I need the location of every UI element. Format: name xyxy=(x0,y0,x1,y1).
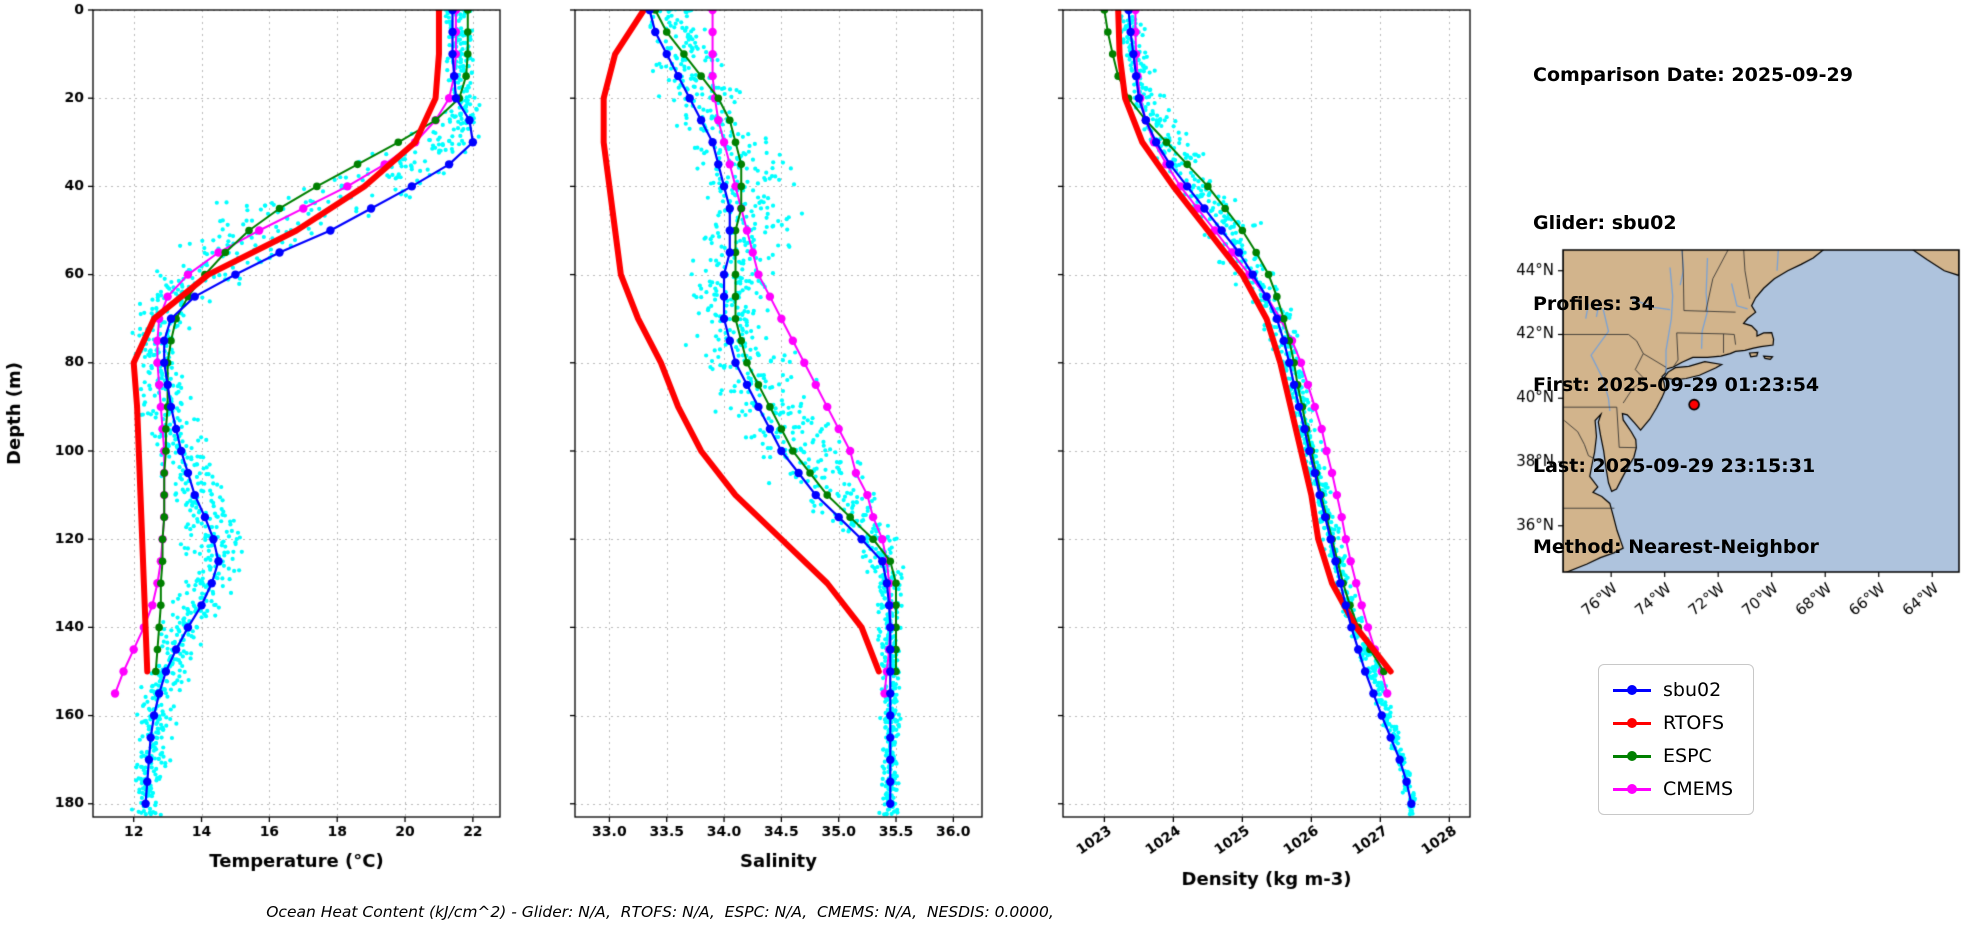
ohc-caption: Ocean Heat Content (kJ/cm^2) - Glider: N… xyxy=(266,903,1054,921)
glider-info-block: Comparison Date: 2025-09-29 Glider: sbu0… xyxy=(1533,8,1853,588)
legend-line-dot-icon xyxy=(1613,684,1651,696)
legend-line-dot-icon xyxy=(1613,750,1651,762)
legend-item-rtofs: RTOFS xyxy=(1613,710,1733,736)
temperature-profile-plot xyxy=(0,0,545,910)
profiles-count-text: Profiles: 34 xyxy=(1533,293,1655,315)
legend-line-dot-icon xyxy=(1613,717,1651,729)
legend-item-espc: ESPC xyxy=(1613,743,1733,769)
legend-label: RTOFS xyxy=(1663,712,1725,734)
first-profile-text: First: 2025-09-29 01:23:54 xyxy=(1533,374,1820,396)
info-gap xyxy=(1533,143,1853,156)
legend-label: CMEMS xyxy=(1663,778,1734,800)
legend: sbu02 RTOFS ESPC CMEMS xyxy=(1598,664,1755,815)
glider-name-text: Glider: sbu02 xyxy=(1533,212,1677,234)
comparison-date-text: Comparison Date: 2025-09-29 xyxy=(1533,64,1853,86)
last-profile-text: Last: 2025-09-29 23:15:31 xyxy=(1533,455,1816,477)
legend-label: sbu02 xyxy=(1663,679,1722,701)
legend-item-sbu02: sbu02 xyxy=(1613,677,1733,703)
density-profile-plot xyxy=(1020,0,1540,910)
method-text: Method: Nearest-Neighbor xyxy=(1533,536,1819,558)
salinity-profile-plot xyxy=(545,0,1020,910)
legend-line-dot-icon xyxy=(1613,783,1651,795)
location-map xyxy=(1470,228,1980,648)
legend-label: ESPC xyxy=(1663,745,1712,767)
legend-item-cmems: CMEMS xyxy=(1613,776,1733,802)
